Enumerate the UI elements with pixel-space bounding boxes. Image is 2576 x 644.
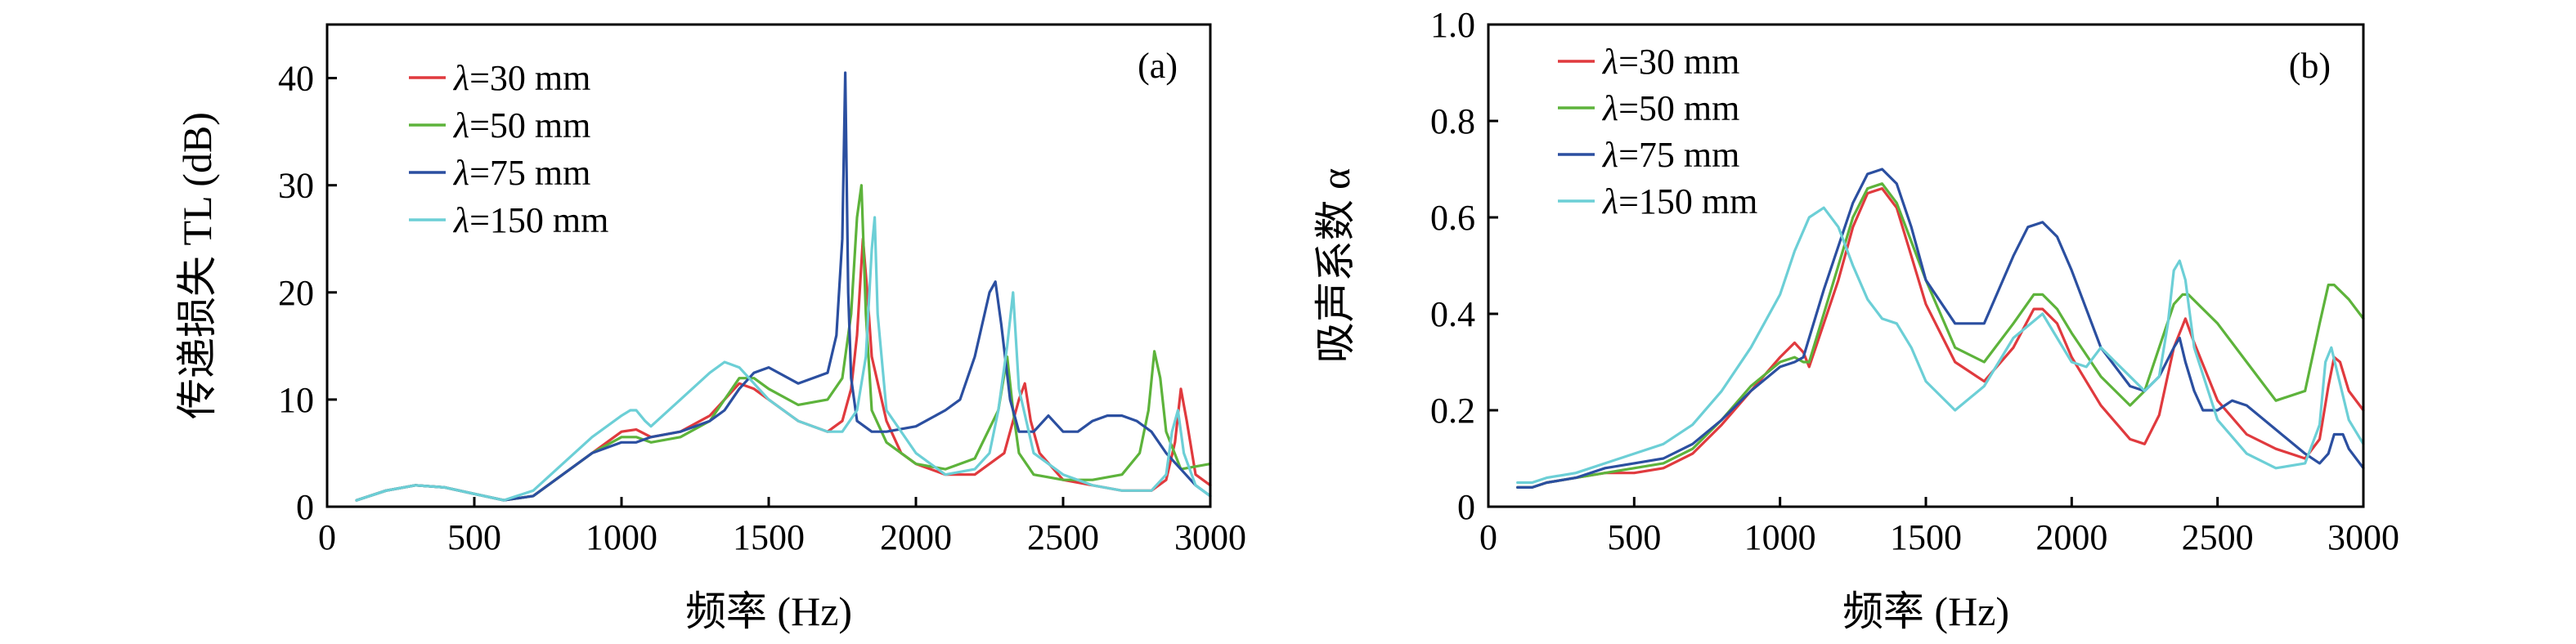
panel-a-series [355, 71, 1212, 502]
panel-b-legend-label-1: λ=30 mm [1601, 42, 1739, 82]
panel-b-legend-label-2: λ=50 mm [1601, 88, 1739, 128]
panel-b-x-tick-label-4: 2000 [2035, 517, 2107, 557]
panel-b-x-tick-label-6: 3000 [2327, 517, 2399, 557]
panel-a-y-tick-label-0: 0 [296, 487, 314, 527]
panel-a-tag: (a) [1138, 46, 1178, 86]
panel-a-series-line-3 [355, 71, 1212, 502]
panel-b-y-tick-label-0: 0 [1457, 487, 1475, 527]
panel-a-legend-label-3: λ=75 mm [452, 153, 590, 193]
panel-a-legend-label-4: λ=150 mm [452, 200, 608, 240]
panel-a-x-tick-label-4: 2000 [880, 517, 952, 557]
panel-a-legend-label-1: λ=30 mm [452, 58, 590, 98]
panel-a-x-tick-label-5: 2500 [1027, 517, 1099, 557]
panel-b-series-line-1 [1516, 187, 2365, 489]
panel-b-x-tick-label-5: 2500 [2182, 517, 2254, 557]
panel-b-x-tick-label-1: 500 [1607, 517, 1661, 557]
panel-b: 0 500 1000 1500 2000 2500 3000 0 0.2 0.4 0.6 0.8 1.0… [1313, 5, 2399, 634]
panel-a-x-tick-label-0: 0 [318, 517, 336, 557]
panel-b-x-tick-label-0: 0 [1479, 517, 1497, 557]
panel-b-legend-label-3: λ=75 mm [1601, 135, 1739, 175]
panel-a-legend-label-2: λ=50 mm [452, 105, 590, 145]
panel-a-legend: λ=30 mm λ=50 mm λ=75 mm λ=150 mm [409, 58, 608, 240]
panel-b-x-tick-label-2: 1000 [1744, 517, 1816, 557]
panel-a-y-tick-label-2: 20 [278, 273, 314, 313]
panel-b-tag: (b) [2289, 46, 2331, 86]
panel-a-x-tick-label-6: 3000 [1174, 517, 1246, 557]
panel-b-ticks: 0 500 1000 1500 2000 2500 3000 0 0.2 0.4 0.6 0.8 1.0 [1430, 5, 2399, 557]
panel-a-y-tick-label-3: 30 [278, 166, 314, 206]
panel-a-y-tick-label-4: 40 [278, 59, 314, 99]
panel-b-series [1516, 168, 2365, 489]
panel-a-x-tick-label-3: 1500 [733, 517, 805, 557]
panel-b-y-tick-label-2: 0.4 [1430, 294, 1475, 334]
panel-a-series-line-4 [355, 216, 1212, 502]
panel-b-x-tick-label-3: 1500 [1890, 517, 1962, 557]
panel-a-x-axis-label: 频率 (Hz) [685, 588, 852, 634]
panel-a-y-tick-label-1: 10 [278, 380, 314, 420]
panel-b-x-axis-label: 频率 (Hz) [1842, 588, 2009, 634]
panel-b-legend: λ=30 mm λ=50 mm λ=75 mm λ=150 mm [1558, 42, 1757, 221]
panel-b-y-tick-label-3: 0.6 [1430, 198, 1475, 238]
panel-a: 0 500 1000 1500 2000 2500 3000 0 10 20 30 40 (a) 频率… [174, 23, 1246, 634]
panel-a-ticks: 0 500 1000 1500 2000 2500 3000 0 10 20 30 40 [278, 59, 1246, 557]
panel-b-series-line-4 [1516, 206, 2365, 485]
panel-b-series-line-2 [1516, 182, 2365, 489]
panel-a-y-axis-label: 传递损失 TL (dB) [174, 112, 220, 419]
panel-b-y-tick-label-4: 0.8 [1430, 101, 1475, 141]
panel-b-y-axis-label: 吸声系数 α [1313, 168, 1358, 364]
panel-a-x-tick-label-2: 1000 [586, 517, 657, 557]
panel-b-y-tick-label-1: 0.2 [1430, 391, 1475, 431]
panel-b-series-line-3 [1516, 168, 2365, 489]
panel-a-x-tick-label-1: 500 [447, 517, 501, 557]
panel-a-series-line-1 [355, 237, 1212, 502]
panel-b-y-tick-label-5: 1.0 [1430, 5, 1475, 45]
panel-b-legend-label-4: λ=150 mm [1601, 181, 1757, 221]
